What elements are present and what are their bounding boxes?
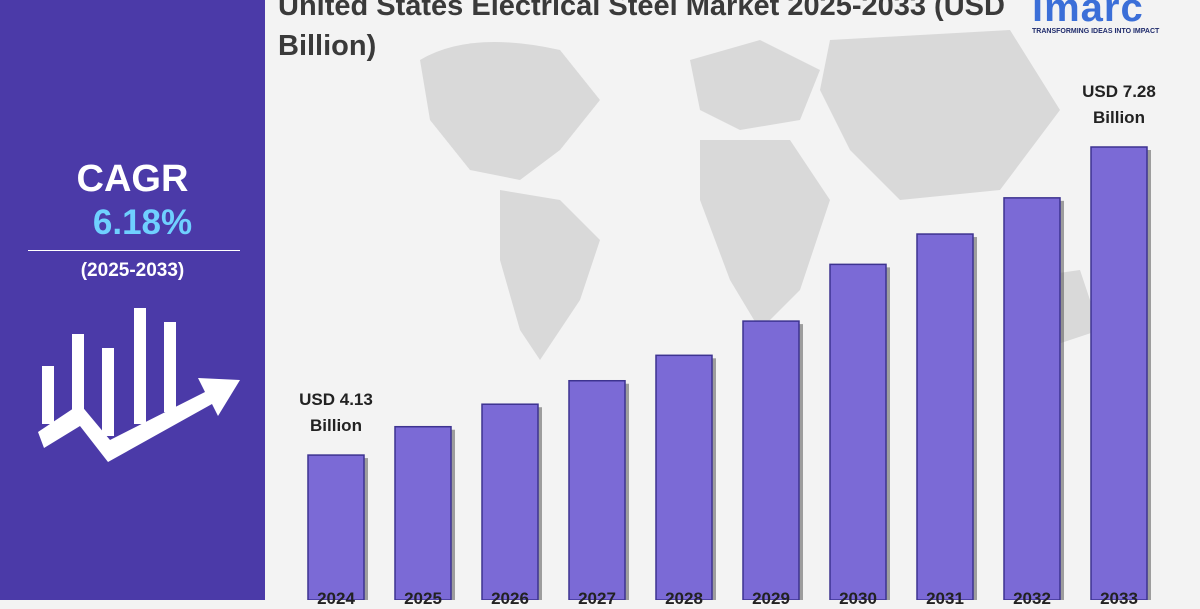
chart-title: United States Electrical Steel Market 20… xyxy=(278,0,1005,62)
cagr-value: 6.18% xyxy=(92,203,193,242)
x-tick-label: 2027 xyxy=(578,589,616,608)
x-tick-label: 2025 xyxy=(404,589,442,608)
cagr-panel: CAGR 6.18% (2025-2033) xyxy=(0,0,265,600)
cagr-period: (2025-2033) xyxy=(80,260,185,281)
x-tick-label: 2032 xyxy=(1013,589,1051,608)
growth-icon xyxy=(38,308,240,462)
bar xyxy=(1003,197,1061,600)
cagr-label: CAGR xyxy=(76,158,189,200)
x-tick-label: 2029 xyxy=(752,589,790,608)
bar xyxy=(568,379,626,600)
x-tick-label: 2026 xyxy=(491,589,529,608)
data-label: USD 4.13 Billion xyxy=(299,390,373,436)
x-tick-label: 2030 xyxy=(839,589,877,608)
bar xyxy=(307,454,365,600)
x-tick-label: 2033 xyxy=(1100,589,1138,608)
logo: imarc xyxy=(1032,0,1144,30)
bar xyxy=(829,263,887,600)
divider xyxy=(28,250,240,251)
x-tick-label: 2024 xyxy=(317,589,355,608)
logo-tagline: TRANSFORMING IDEAS INTO IMPACT xyxy=(1032,28,1160,35)
bar xyxy=(742,320,800,600)
bar xyxy=(1090,146,1148,600)
data-label: USD 7.28 Billion xyxy=(1082,82,1156,127)
bar xyxy=(655,354,713,600)
bar xyxy=(394,425,452,600)
x-tick-label: 2031 xyxy=(926,589,964,608)
x-tick-label: 2028 xyxy=(665,589,703,608)
bar xyxy=(916,233,974,600)
bar xyxy=(481,403,539,600)
